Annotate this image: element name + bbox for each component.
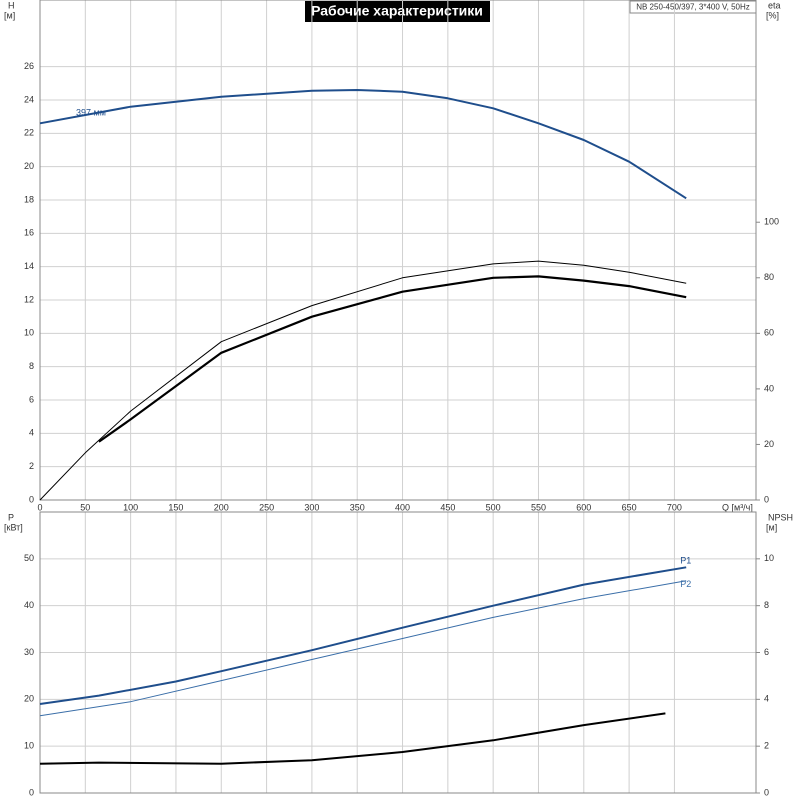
y-tick-label: 20	[24, 694, 34, 704]
y-tick-label: 40	[24, 600, 34, 610]
y-tick-label: 8	[29, 361, 34, 371]
series-line	[39, 580, 687, 717]
series-line	[39, 566, 687, 705]
x-tick-label: 600	[576, 502, 591, 512]
y-axis-unit: [кВт]	[4, 522, 23, 532]
y-tick-label: 4	[29, 428, 34, 438]
y2-tick-label: 40	[764, 383, 774, 393]
x-tick-label: 450	[440, 502, 455, 512]
y-tick-label: 0	[29, 494, 34, 504]
y-tick-label: 30	[24, 647, 34, 657]
series-line	[39, 712, 666, 765]
y-tick-label: 12	[24, 294, 34, 304]
y-tick-label: 10	[24, 328, 34, 338]
x-tick-label: 50	[80, 502, 90, 512]
y2-tick-label: 80	[764, 272, 774, 282]
y-axis-label: H	[8, 0, 15, 10]
x-tick-label: 400	[395, 502, 410, 512]
y2-tick-label: 0	[764, 494, 769, 504]
y2-tick-label: 4	[764, 694, 769, 704]
y2-axis-label: NPSH	[768, 512, 793, 522]
x-tick-label: 300	[304, 502, 319, 512]
title-box	[305, 1, 490, 22]
series-line	[39, 260, 687, 501]
y-axis-unit: [м]	[4, 10, 15, 20]
x-tick-label: 100	[123, 502, 138, 512]
y2-tick-label: 8	[764, 600, 769, 610]
x-tick-label: 0	[37, 502, 42, 512]
y-tick-label: 16	[24, 228, 34, 238]
x-tick-label: 150	[168, 502, 183, 512]
y-tick-label: 22	[24, 128, 34, 138]
x-tick-label: 200	[214, 502, 229, 512]
y2-tick-label: 0	[764, 787, 769, 797]
y-tick-label: 18	[24, 194, 34, 204]
x-tick-label: 350	[350, 502, 365, 512]
series-line	[98, 275, 687, 443]
y-tick-label: 26	[24, 61, 34, 71]
y-tick-label: 50	[24, 553, 34, 563]
y2-tick-label: 6	[764, 647, 769, 657]
subtitle: NB 250-450/397, 3*400 V, 50Hz	[636, 3, 750, 12]
series-label: 397 мм	[76, 108, 106, 118]
y-tick-label: 0	[29, 787, 34, 797]
chart-title: Рабочие характеристики	[311, 3, 483, 19]
x-axis-label: Q [м³/ч]	[722, 502, 753, 512]
y-tick-label: 10	[24, 741, 34, 751]
y2-tick-label: 2	[764, 741, 769, 751]
y2-axis-label: eta	[768, 0, 781, 10]
x-tick-label: 650	[622, 502, 637, 512]
x-tick-label: 500	[486, 502, 501, 512]
x-tick-label: 250	[259, 502, 274, 512]
x-tick-label: 700	[667, 502, 682, 512]
y2-axis-unit: [м]	[766, 522, 777, 532]
x-tick-label: 550	[531, 502, 546, 512]
y2-tick-label: 20	[764, 439, 774, 449]
y2-axis-unit: [%]	[766, 10, 779, 20]
y2-tick-label: 60	[764, 328, 774, 338]
plot-frame	[39, 0, 757, 501]
y-tick-label: 24	[24, 94, 34, 104]
series-label: P1	[680, 556, 691, 566]
y-tick-label: 20	[24, 161, 34, 171]
y-tick-label: 14	[24, 261, 34, 271]
y2-tick-label: 100	[764, 217, 779, 227]
y-tick-label: 6	[29, 394, 34, 404]
series-label: P2	[680, 579, 691, 589]
y-tick-label: 2	[29, 461, 34, 471]
plot-frame	[39, 511, 757, 794]
series-line	[39, 89, 687, 200]
y-axis-label: P	[8, 512, 14, 522]
y2-tick-label: 10	[764, 553, 774, 563]
